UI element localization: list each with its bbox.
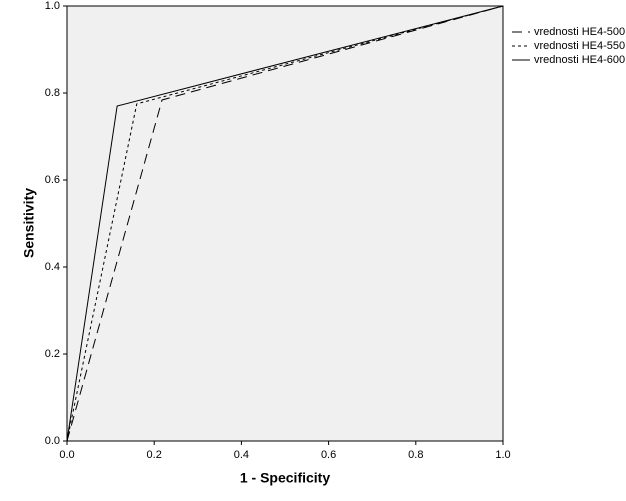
x-axis-title: 1 - Specificity <box>240 470 330 486</box>
roc-line <box>66 5 504 442</box>
legend-label: vrednosti HE4-600 <box>534 54 625 66</box>
y-axis-title: Sensitivity <box>21 188 37 258</box>
y-tick-label: 0.4 <box>45 261 60 273</box>
x-tick-label: 0.6 <box>321 449 336 461</box>
legend-label: vrednosti HE4-500 <box>534 26 625 38</box>
y-tick-label: 0.6 <box>45 174 60 186</box>
x-tick-label: 0.8 <box>408 449 423 461</box>
legend-label: vrednosti HE4-550 <box>534 40 625 52</box>
x-tick-label: 1.0 <box>495 449 510 461</box>
roc-line <box>66 5 504 442</box>
roc-line <box>66 5 504 442</box>
plot-area <box>66 5 504 442</box>
x-tick-label: 0.2 <box>147 449 162 461</box>
y-tick-label: 0.0 <box>45 435 60 447</box>
y-tick-label: 1.0 <box>45 0 60 12</box>
y-tick-label: 0.8 <box>45 87 60 99</box>
x-tick-label: 0.0 <box>59 449 74 461</box>
y-tick-label: 0.2 <box>45 348 60 360</box>
x-tick-label: 0.4 <box>234 449 249 461</box>
